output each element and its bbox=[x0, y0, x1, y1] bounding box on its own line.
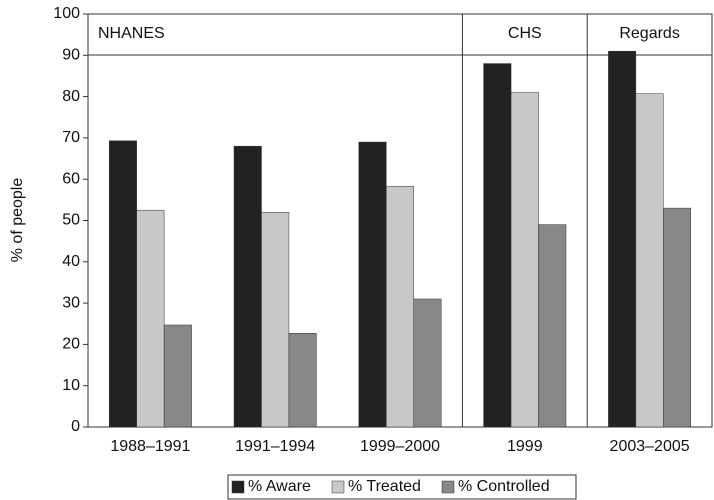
section-label: NHANES bbox=[98, 25, 165, 42]
x-tick-label: 1991–1994 bbox=[235, 438, 315, 455]
bar bbox=[538, 224, 567, 428]
x-tick-label: 1988–1991 bbox=[110, 438, 190, 455]
legend-label: % Controlled bbox=[458, 478, 550, 495]
legend-frame bbox=[227, 474, 577, 500]
y-tick-label: 60 bbox=[62, 170, 80, 187]
bar bbox=[108, 140, 137, 428]
legend-swatch bbox=[331, 480, 345, 494]
y-tick-label: 90 bbox=[62, 47, 80, 64]
section-label: Regards bbox=[619, 25, 679, 42]
bar bbox=[261, 211, 290, 428]
legend-swatch bbox=[231, 480, 245, 494]
bar bbox=[288, 332, 317, 428]
y-tick-label: 100 bbox=[53, 5, 80, 22]
y-tick-label: 50 bbox=[62, 212, 80, 229]
bar bbox=[233, 145, 262, 428]
y-tick-label: 10 bbox=[62, 377, 80, 394]
x-tick-label: 1999–2000 bbox=[360, 438, 440, 455]
bar bbox=[635, 93, 664, 428]
legend-label: % Aware bbox=[248, 478, 311, 495]
bar bbox=[608, 50, 637, 428]
legend-label: % Treated bbox=[348, 478, 421, 495]
y-tick-label: 40 bbox=[62, 253, 80, 270]
bar bbox=[510, 92, 539, 428]
y-tick-label: 0 bbox=[71, 418, 80, 435]
bar bbox=[358, 141, 387, 428]
y-tick-label: 70 bbox=[62, 129, 80, 146]
x-tick-label: 1999 bbox=[507, 438, 543, 455]
legend-swatch bbox=[441, 480, 455, 494]
bar bbox=[413, 298, 442, 428]
y-tick-label: 80 bbox=[62, 88, 80, 105]
x-tick-label: 2003–2005 bbox=[610, 438, 690, 455]
y-tick-label: 30 bbox=[62, 294, 80, 311]
bar bbox=[163, 324, 192, 428]
bar bbox=[386, 185, 414, 428]
y-axis-label: % of people bbox=[9, 178, 26, 263]
section-label: CHS bbox=[508, 25, 542, 42]
y-tick-label: 20 bbox=[62, 336, 80, 353]
bar bbox=[136, 209, 165, 428]
bar bbox=[663, 207, 692, 428]
bar bbox=[483, 63, 512, 428]
